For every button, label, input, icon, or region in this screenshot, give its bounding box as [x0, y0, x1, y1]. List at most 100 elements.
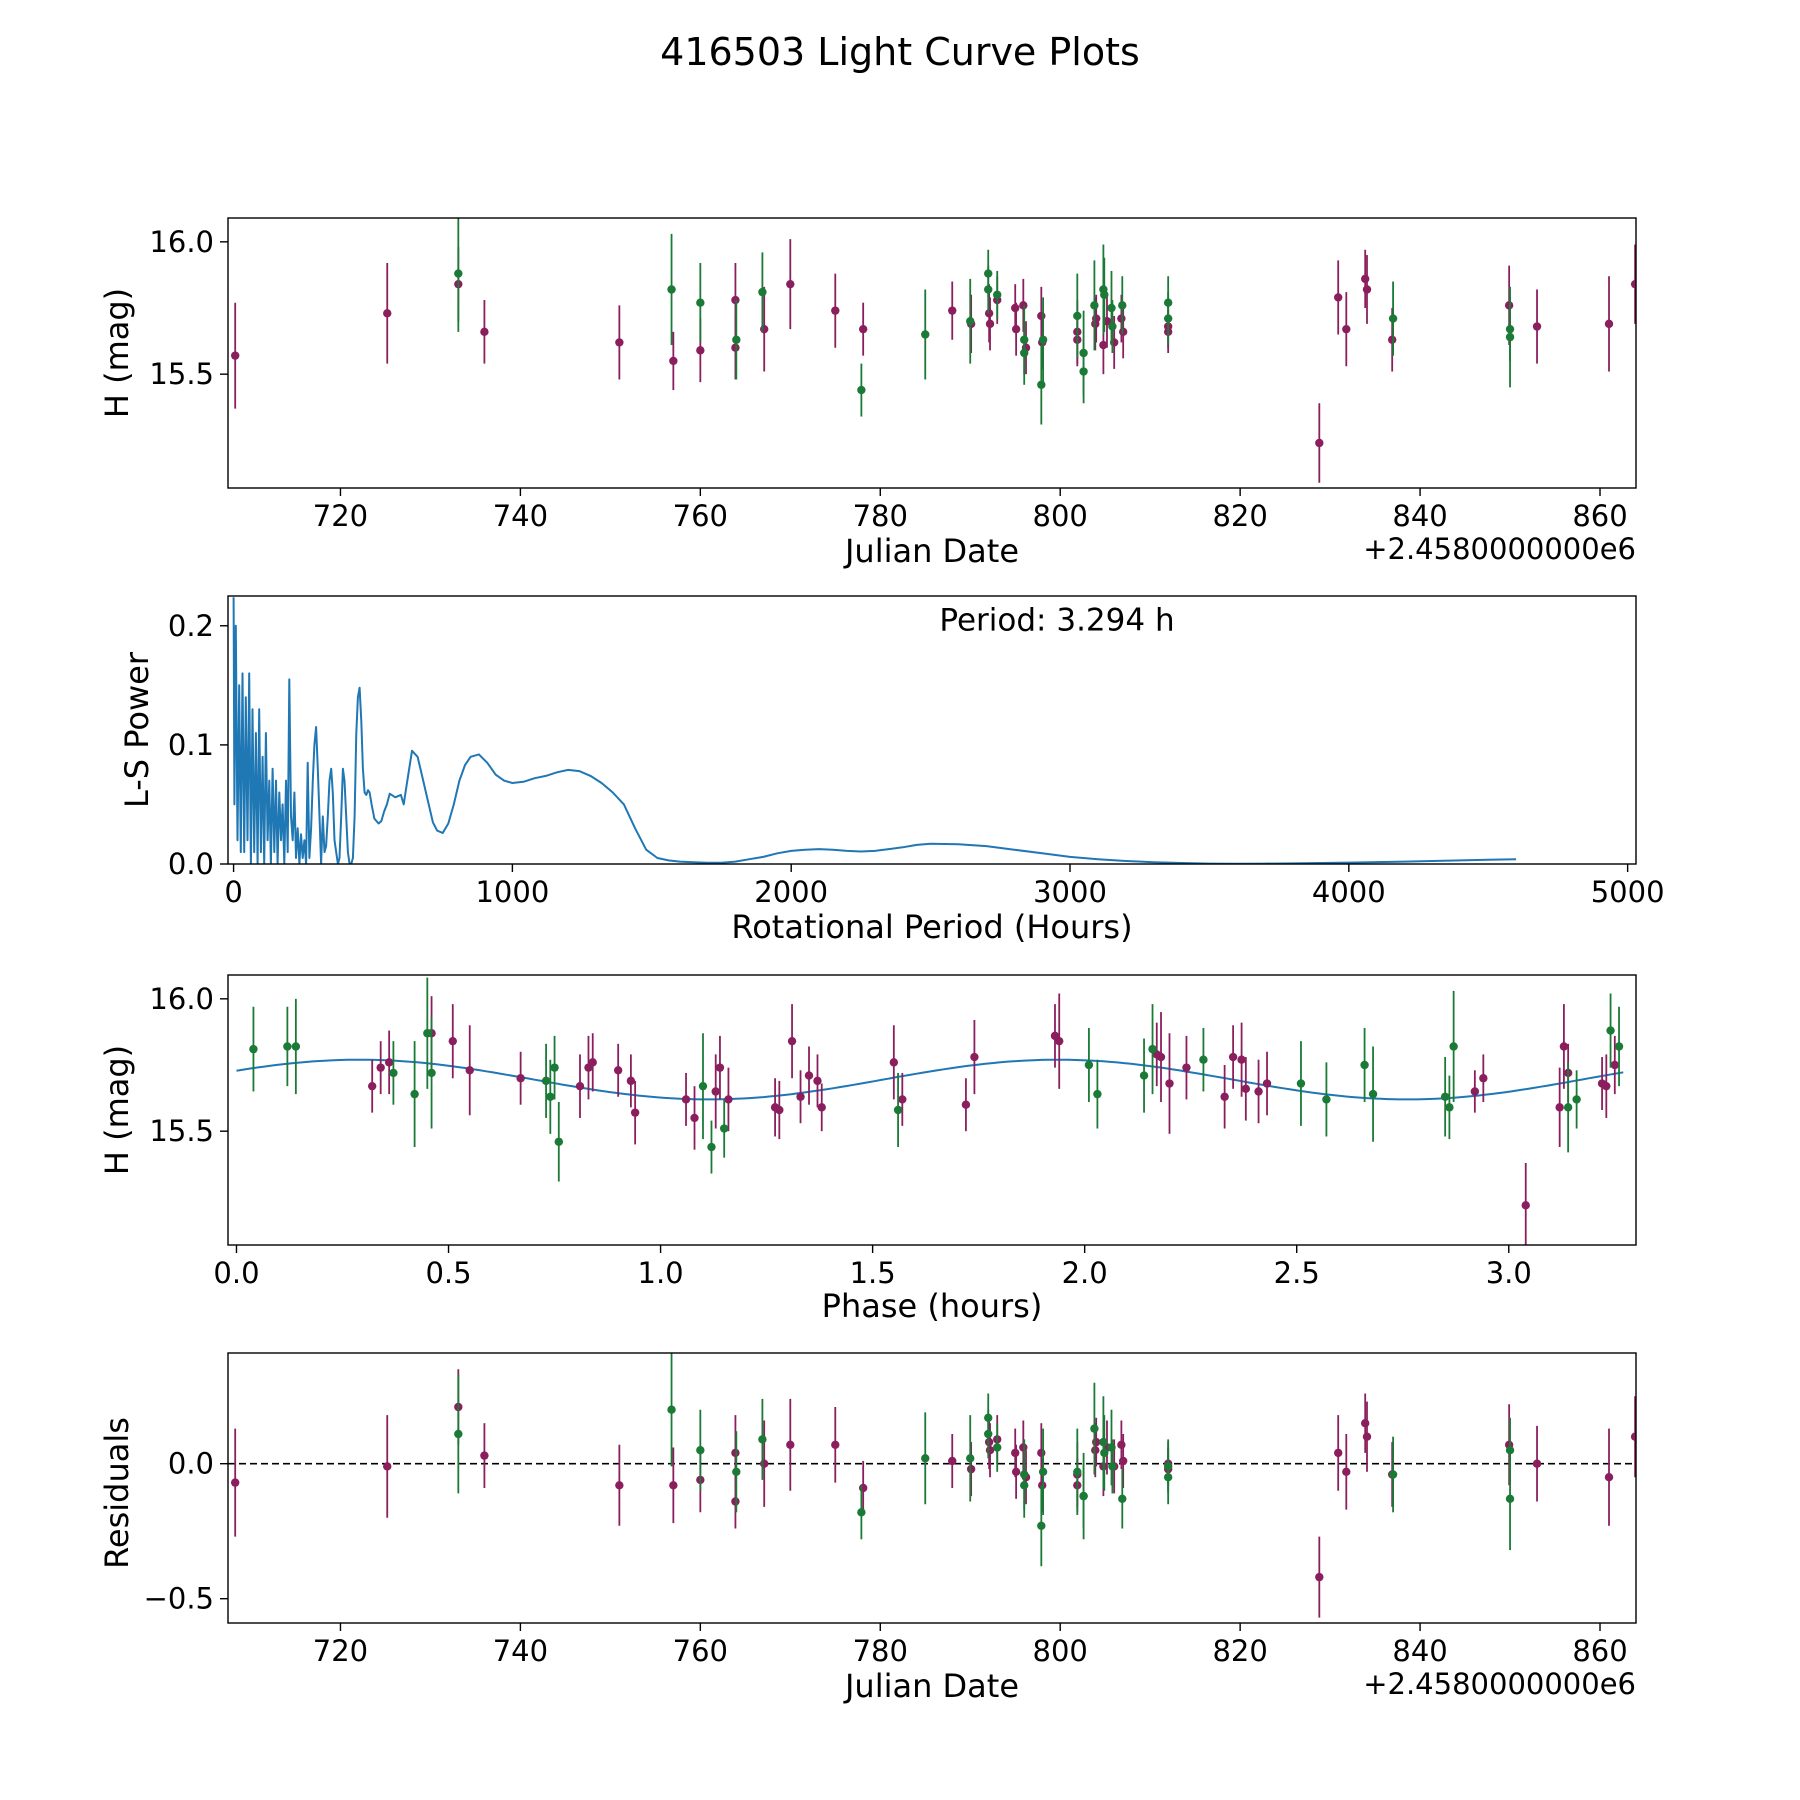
data-point [813, 1076, 822, 1086]
data-point [711, 1087, 720, 1096]
panel-residuals: 720 740 760 780 800 820 840 860 −0.5 0.0 Julian D… [98, 1352, 1637, 1705]
residuals-ytick-label: −0.5 [144, 1582, 214, 1616]
residuals-series [454, 1353, 1515, 1567]
data-point [1559, 1042, 1569, 1051]
data-point [1334, 293, 1343, 302]
data-point [546, 1092, 555, 1101]
phased-xtick-label: 2.0 [1062, 1256, 1108, 1290]
residuals-xtick-label: 740 [493, 1634, 548, 1668]
periodogram-frame [227, 595, 1637, 865]
data-point [1084, 1060, 1094, 1070]
data-point [758, 1435, 767, 1444]
data-point [630, 1108, 640, 1117]
data-point [1163, 1473, 1173, 1482]
data-point [796, 1092, 805, 1101]
data-point [696, 298, 705, 307]
lightcurve-xtick-label: 820 [1212, 499, 1267, 533]
data-point [410, 1089, 419, 1099]
panel-periodogram: 0 1000 2000 3000 4000 5000 0.0 0.1 0.2 Period: 3… [118, 595, 1665, 946]
residuals-xtick-label: 720 [313, 1634, 368, 1668]
phased-xtick-label: 0.5 [425, 1256, 471, 1290]
data-point [1606, 1026, 1615, 1035]
data-point [383, 309, 392, 318]
data-point [1090, 301, 1099, 310]
data-point [249, 1044, 258, 1054]
lightcurve-xtick-label: 780 [853, 499, 908, 533]
phased-series [367, 993, 1619, 1245]
data-point [1449, 1042, 1458, 1051]
data-point [1038, 1467, 1048, 1477]
periodogram-xtick-label: 2000 [754, 875, 828, 909]
data-point [1505, 1494, 1515, 1504]
data-point [448, 1036, 457, 1046]
lightcurve-ticks: 720 740 760 780 800 820 840 860 15.5 16.0 [149, 225, 1627, 533]
data-point [389, 1068, 398, 1078]
data-point [588, 1058, 597, 1067]
data-point [454, 269, 463, 278]
data-point [376, 1063, 385, 1072]
phased-xtick-label: 2.5 [1274, 1256, 1320, 1290]
phased-xtick-label: 1.5 [850, 1256, 896, 1290]
data-point [1055, 1036, 1064, 1046]
data-point [1610, 1060, 1619, 1070]
data-point [1228, 1052, 1238, 1062]
data-point [384, 1058, 394, 1067]
residuals-xtick-label: 840 [1392, 1634, 1447, 1668]
data-point [1445, 1103, 1454, 1112]
data-point [724, 1095, 733, 1104]
residuals-ytick-label: 0.0 [168, 1447, 214, 1481]
data-point [1163, 314, 1173, 323]
periodogram-ticks: 0 1000 2000 3000 4000 5000 0.0 0.1 0.2 [168, 609, 1665, 909]
data-point [1342, 324, 1351, 334]
data-point [1165, 1079, 1174, 1088]
data-point [985, 1446, 995, 1455]
data-point [1139, 1071, 1149, 1080]
phased-xtick-label: 1.0 [638, 1256, 684, 1290]
residuals-frame [227, 1352, 1637, 1624]
residuals-ticks: 720 740 760 780 800 820 840 860 −0.5 0.0 [144, 1447, 1628, 1668]
phased-ticks: 0.0 0.5 1.0 1.5 2.0 2.5 3.0 15.5 16.0 [149, 982, 1531, 1290]
periodogram-xtick-label: 1000 [475, 875, 549, 909]
data-point [961, 1100, 971, 1109]
periodogram-xlabel: Rotational Period (Hours) [731, 908, 1132, 946]
data-point [1091, 1437, 1101, 1447]
data-point [291, 1042, 301, 1051]
data-point [993, 290, 1002, 299]
data-point [1368, 1089, 1378, 1099]
periodogram-xtick-label: 0 [224, 875, 242, 909]
data-point [367, 1081, 377, 1091]
data-point [1220, 1092, 1229, 1101]
data-point [1296, 1079, 1306, 1088]
data-point [667, 285, 676, 294]
data-point [1100, 290, 1109, 299]
residuals-offset-text: +2.4580000000e6 [1363, 1667, 1636, 1701]
data-point [615, 338, 624, 347]
data-point [696, 346, 705, 355]
data-point [1156, 1052, 1166, 1062]
data-point [516, 1074, 525, 1083]
data-point [1091, 314, 1101, 323]
lightcurve-xtick-label: 840 [1392, 499, 1447, 533]
data-point [966, 1454, 975, 1463]
lightcurve-xtick-label: 760 [673, 499, 728, 533]
data-point [1237, 1055, 1246, 1064]
data-point [1614, 1042, 1624, 1051]
data-point [615, 1481, 624, 1490]
data-point [858, 324, 868, 334]
residuals-ylabel: Residuals [98, 1417, 136, 1569]
phased-xlabel: Phase (hours) [822, 1287, 1043, 1325]
lightcurve-xtick-label: 800 [1033, 499, 1088, 533]
panel-phased: 0.0 0.5 1.0 1.5 2.0 2.5 3.0 15.5 16.0 Phase (hou… [98, 974, 1637, 1325]
periodogram-xtick-label: 3000 [1033, 875, 1107, 909]
data-point [921, 330, 930, 339]
residuals-xtick-label: 780 [853, 1634, 908, 1668]
data-point [1019, 301, 1028, 310]
data-point [1038, 335, 1048, 344]
phased-series [249, 977, 1624, 1182]
data-point [1011, 324, 1021, 334]
data-point [1148, 1044, 1157, 1054]
data-point [1073, 1467, 1082, 1477]
data-point [1079, 367, 1088, 376]
lightcurve-xtick-label: 720 [313, 499, 368, 533]
periodogram-ytick-label: 0.0 [168, 847, 214, 881]
